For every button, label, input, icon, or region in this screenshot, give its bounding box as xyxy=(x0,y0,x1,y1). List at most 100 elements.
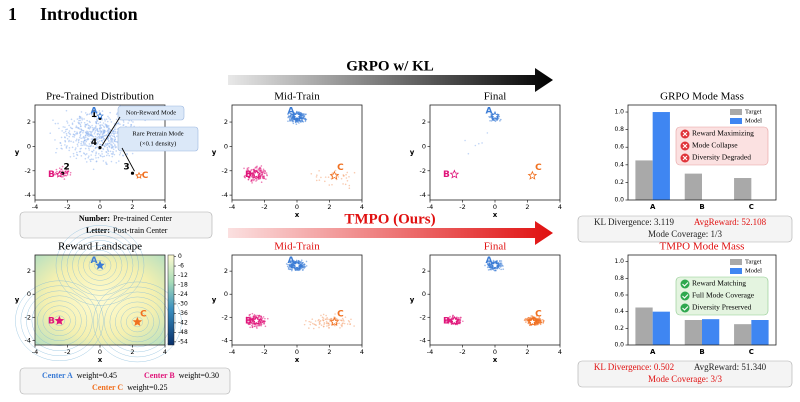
sample-dot xyxy=(130,125,132,128)
sample-dot xyxy=(99,127,101,130)
y-tick-label: -4 xyxy=(222,191,228,199)
sample-dot xyxy=(110,121,113,123)
sample-dot xyxy=(76,132,79,135)
sample-dot xyxy=(68,135,71,138)
sample-dot xyxy=(109,150,112,153)
stat: AvgReward: 51.340 xyxy=(694,362,767,372)
x-tick-label: -2 xyxy=(261,348,267,356)
sample-dot xyxy=(94,138,97,140)
sample-dot xyxy=(322,325,325,328)
sample-dot xyxy=(447,320,449,323)
sample-dot xyxy=(92,145,95,148)
sample-dot xyxy=(84,136,87,139)
sample-dot xyxy=(75,125,78,127)
chart-frame xyxy=(627,254,777,346)
sample-dot xyxy=(339,327,341,329)
sample-dot xyxy=(62,176,64,178)
badge-box xyxy=(675,276,769,316)
sample-dot xyxy=(110,134,113,136)
sample-dot xyxy=(81,117,83,120)
mode-star xyxy=(527,316,538,327)
sample-dot xyxy=(85,153,88,155)
sample-dot xyxy=(310,321,312,323)
sample-dot xyxy=(75,126,77,129)
sample-dot xyxy=(326,325,328,327)
sample-dot xyxy=(105,134,108,136)
sample-dot xyxy=(78,119,80,122)
sample-dot xyxy=(535,324,537,326)
contour xyxy=(20,285,99,357)
sample-dot xyxy=(100,135,103,138)
sample-dot xyxy=(113,132,115,135)
sample-dot xyxy=(324,180,326,183)
legend-label: Target xyxy=(745,258,762,265)
sample-dot xyxy=(341,325,343,328)
sample-dot xyxy=(82,135,85,138)
sample-dot xyxy=(491,262,494,264)
sample-dot xyxy=(80,125,82,128)
x-tick-label: 4 xyxy=(163,348,167,356)
sample-dot xyxy=(248,171,251,173)
sample-dot xyxy=(497,117,500,120)
sample-dot xyxy=(301,119,303,122)
sample-dot xyxy=(126,153,128,156)
sample-dot xyxy=(88,113,91,115)
sample-dot xyxy=(64,144,66,146)
sample-dot xyxy=(101,124,104,126)
sample-dot xyxy=(491,112,493,115)
sample-dot xyxy=(97,138,99,140)
sample-dot xyxy=(96,136,99,139)
sample-dot xyxy=(94,154,97,157)
y-tick-label: 0 xyxy=(27,290,31,298)
sample-dot xyxy=(102,125,105,128)
sample-dot xyxy=(300,259,303,262)
sample-dot xyxy=(94,147,97,150)
stats-box xyxy=(577,215,793,243)
sample-dot xyxy=(109,138,112,141)
sample-dot xyxy=(262,316,265,318)
sample-dot xyxy=(70,140,72,143)
x-tick-label: -4 xyxy=(32,203,38,211)
sample-dot xyxy=(103,129,105,132)
sample-dot xyxy=(80,144,83,147)
sample-dot xyxy=(340,324,343,326)
sample-dot xyxy=(300,267,303,270)
sample-dot xyxy=(52,119,54,121)
sample-dot xyxy=(84,142,86,145)
sample-dot xyxy=(315,176,318,178)
sample-dot xyxy=(94,141,96,143)
panel-title: Final xyxy=(484,241,507,253)
sample-dot xyxy=(65,146,68,148)
x-tick-label: 0 xyxy=(295,348,299,356)
sample-dot xyxy=(95,128,97,130)
sample-dot xyxy=(337,176,340,178)
sample-dot xyxy=(54,122,57,125)
sample-dot xyxy=(256,179,258,181)
sample-dot xyxy=(72,152,75,155)
sample-dot xyxy=(259,315,261,317)
sample-dot xyxy=(83,144,86,146)
sample-dot xyxy=(97,135,100,138)
sample-dot xyxy=(495,261,498,264)
sample-dot xyxy=(80,111,83,113)
sample-dot xyxy=(334,317,337,319)
sample-dot xyxy=(98,152,100,155)
sample-dot xyxy=(494,269,497,272)
sample-dot xyxy=(98,140,101,142)
sample-dot xyxy=(88,147,90,150)
mode-letter: C xyxy=(535,309,542,319)
sample-dot xyxy=(73,120,76,122)
y-tick-label: -4 xyxy=(222,336,228,344)
sample-dot xyxy=(76,118,79,120)
mode-letter: B xyxy=(245,316,252,326)
sample-dot xyxy=(540,321,543,324)
mode-star xyxy=(251,315,262,325)
bar xyxy=(751,320,769,345)
weight-label: Center A xyxy=(42,371,73,380)
y-tick-label: -2 xyxy=(25,313,31,321)
sample-dot xyxy=(93,142,95,144)
sample-dot xyxy=(89,145,91,147)
x-tick-label: 4 xyxy=(360,348,364,356)
mode-letter: A xyxy=(486,106,493,116)
sample-dot xyxy=(76,151,78,154)
